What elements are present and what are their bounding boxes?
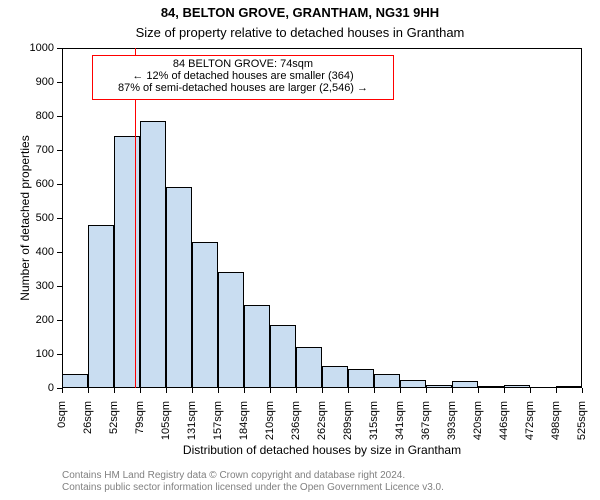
y-tick-label: 700 — [36, 144, 54, 156]
x-tick-label: 131sqm — [186, 401, 198, 451]
histogram-bar — [218, 272, 244, 388]
x-tick-mark — [452, 388, 453, 393]
histogram-bar — [62, 374, 88, 388]
histogram-bar — [244, 305, 270, 388]
annotation-line: ← 12% of detached houses are smaller (36… — [95, 70, 391, 82]
x-tick-label: 157sqm — [212, 401, 224, 451]
annotation-box: 84 BELTON GROVE: 74sqm← 12% of detached … — [92, 55, 394, 100]
x-tick-mark — [218, 388, 219, 393]
x-tick-label: 289sqm — [342, 401, 354, 451]
y-tick-mark — [57, 184, 62, 185]
histogram-bar — [556, 386, 582, 388]
x-tick-label: 472sqm — [524, 401, 536, 451]
x-tick-label: 446sqm — [498, 401, 510, 451]
x-tick-mark — [88, 388, 89, 393]
x-tick-mark — [322, 388, 323, 393]
histogram-bar — [166, 187, 192, 388]
x-tick-mark — [478, 388, 479, 393]
attribution-line: Contains HM Land Registry data © Crown c… — [62, 470, 444, 482]
y-tick-label: 500 — [36, 212, 54, 224]
x-tick-label: 52sqm — [108, 401, 120, 451]
y-tick-mark — [57, 116, 62, 117]
chart-page: 84, BELTON GROVE, GRANTHAM, NG31 9HH Siz… — [0, 0, 600, 500]
y-tick-label: 100 — [36, 348, 54, 360]
y-tick-mark — [57, 286, 62, 287]
histogram-bar — [374, 374, 400, 388]
x-tick-label: 393sqm — [446, 401, 458, 451]
histogram-bar — [478, 386, 504, 388]
x-tick-label: 262sqm — [316, 401, 328, 451]
y-tick-label: 400 — [36, 246, 54, 258]
y-tick-mark — [57, 354, 62, 355]
x-tick-mark — [114, 388, 115, 393]
x-tick-label: 498sqm — [550, 401, 562, 451]
y-tick-mark — [57, 150, 62, 151]
x-tick-mark — [244, 388, 245, 393]
histogram-bar — [426, 385, 452, 388]
x-tick-mark — [166, 388, 167, 393]
y-tick-label: 1000 — [30, 42, 54, 54]
attribution-text: Contains HM Land Registry data © Crown c… — [62, 470, 444, 494]
x-tick-mark — [62, 388, 63, 393]
histogram-bar — [322, 366, 348, 388]
chart-subtitle: Size of property relative to detached ho… — [0, 25, 600, 40]
histogram-bar — [348, 369, 374, 388]
x-tick-mark — [348, 388, 349, 393]
y-tick-label: 300 — [36, 280, 54, 292]
y-tick-label: 200 — [36, 314, 54, 326]
y-tick-label: 900 — [36, 76, 54, 88]
annotation-line: 84 BELTON GROVE: 74sqm — [95, 58, 391, 70]
x-tick-mark — [374, 388, 375, 393]
attribution-line: Contains public sector information licen… — [62, 482, 444, 494]
chart-title: 84, BELTON GROVE, GRANTHAM, NG31 9HH — [0, 5, 600, 20]
x-tick-label: 420sqm — [472, 401, 484, 451]
histogram-bar — [140, 121, 166, 388]
histogram-bar — [88, 225, 114, 388]
y-axis-label: Number of detached properties — [18, 48, 32, 388]
x-tick-mark — [530, 388, 531, 393]
x-tick-mark — [582, 388, 583, 393]
y-tick-mark — [57, 252, 62, 253]
histogram-bar — [504, 385, 530, 388]
x-tick-label: 184sqm — [238, 401, 250, 451]
annotation-line: 87% of semi-detached houses are larger (… — [95, 82, 391, 94]
x-tick-mark — [400, 388, 401, 393]
histogram-bar — [270, 325, 296, 388]
x-tick-label: 0sqm — [56, 401, 68, 451]
histogram-bar — [400, 380, 426, 389]
x-tick-mark — [270, 388, 271, 393]
x-tick-mark — [556, 388, 557, 393]
histogram-bar — [192, 242, 218, 388]
y-tick-mark — [57, 320, 62, 321]
x-tick-mark — [504, 388, 505, 393]
x-tick-mark — [426, 388, 427, 393]
x-tick-label: 236sqm — [290, 401, 302, 451]
y-tick-label: 800 — [36, 110, 54, 122]
x-tick-mark — [192, 388, 193, 393]
y-tick-label: 600 — [36, 178, 54, 190]
x-tick-label: 525sqm — [576, 401, 588, 451]
x-tick-mark — [140, 388, 141, 393]
y-tick-mark — [57, 82, 62, 83]
x-tick-label: 210sqm — [264, 401, 276, 451]
y-tick-label: 0 — [48, 382, 54, 394]
y-tick-mark — [57, 218, 62, 219]
x-tick-label: 79sqm — [134, 401, 146, 451]
x-tick-label: 341sqm — [394, 401, 406, 451]
y-tick-mark — [57, 48, 62, 49]
x-tick-label: 105sqm — [160, 401, 172, 451]
histogram-bar — [296, 347, 322, 388]
x-tick-label: 26sqm — [82, 401, 94, 451]
x-tick-label: 367sqm — [420, 401, 432, 451]
x-tick-mark — [296, 388, 297, 393]
x-tick-label: 315sqm — [368, 401, 380, 451]
histogram-bar — [452, 381, 478, 388]
